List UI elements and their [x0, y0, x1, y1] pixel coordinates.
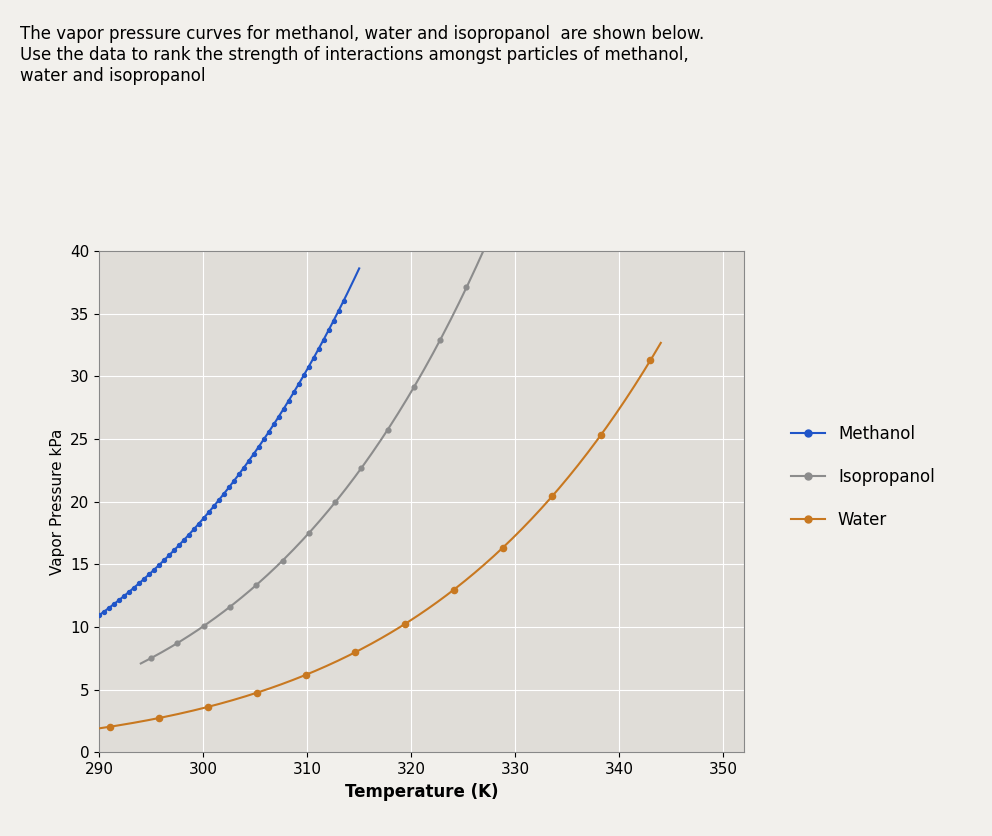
Point [380, 423, 396, 436]
Point [126, 581, 142, 594]
Point [261, 426, 277, 439]
Point [196, 511, 212, 524]
Point [182, 528, 197, 541]
Point [101, 720, 117, 733]
Point [151, 711, 167, 725]
Point [276, 402, 292, 415]
Point [211, 493, 227, 507]
Point [143, 651, 159, 665]
Point [325, 314, 341, 327]
Point [136, 572, 152, 585]
Point [266, 418, 282, 431]
Point [106, 597, 122, 610]
Point [241, 454, 257, 467]
Point [222, 600, 238, 614]
Point [161, 548, 177, 562]
Point [131, 577, 147, 590]
Point [116, 589, 132, 603]
Point [121, 585, 137, 599]
Point [301, 360, 316, 374]
Point [176, 533, 191, 547]
Point [275, 554, 291, 568]
Point [256, 433, 272, 446]
Y-axis label: Vapor Pressure kPa: Vapor Pressure kPa [50, 428, 64, 575]
Point [111, 594, 127, 607]
Point [166, 543, 182, 557]
Point [171, 538, 186, 552]
Point [296, 369, 311, 382]
Point [320, 324, 336, 337]
Point [433, 334, 448, 347]
Point [335, 294, 351, 308]
Point [96, 604, 112, 618]
Point [330, 304, 346, 318]
Point [353, 461, 369, 475]
Point [445, 583, 461, 596]
Point [251, 440, 267, 453]
Point [141, 568, 157, 581]
Point [226, 474, 242, 487]
Point [458, 281, 474, 294]
X-axis label: Temperature (K): Temperature (K) [345, 782, 498, 801]
Point [101, 601, 117, 614]
Point [186, 522, 202, 536]
Point [271, 410, 287, 423]
Point [206, 499, 222, 512]
Point [281, 394, 297, 407]
Point [545, 490, 560, 503]
Point [347, 645, 363, 659]
Point [221, 481, 237, 494]
Point [246, 447, 262, 461]
Point [249, 686, 265, 700]
Point [315, 333, 331, 346]
Point [170, 636, 186, 650]
Point [291, 377, 307, 390]
Point [286, 385, 302, 399]
Point [151, 558, 167, 572]
Point [306, 351, 321, 364]
Point [201, 505, 217, 518]
Point [195, 619, 211, 633]
Point [299, 668, 314, 681]
Point [406, 380, 422, 394]
Point [301, 527, 316, 540]
Point [248, 579, 264, 592]
Point [231, 467, 247, 481]
Legend: Methanol, Isopropanol, Water: Methanol, Isopropanol, Water [785, 418, 941, 535]
Point [146, 563, 162, 577]
Point [495, 541, 511, 554]
Point [200, 701, 216, 714]
Point [593, 428, 609, 441]
Point [156, 553, 172, 567]
Point [216, 487, 232, 501]
Point [91, 609, 107, 622]
Point [191, 517, 207, 530]
Point [397, 618, 413, 631]
Point [236, 461, 252, 474]
Point [327, 496, 343, 509]
Point [643, 354, 659, 367]
Text: The vapor pressure curves for methanol, water and isopropanol  are shown below.
: The vapor pressure curves for methanol, … [20, 25, 704, 84]
Point [310, 342, 326, 355]
